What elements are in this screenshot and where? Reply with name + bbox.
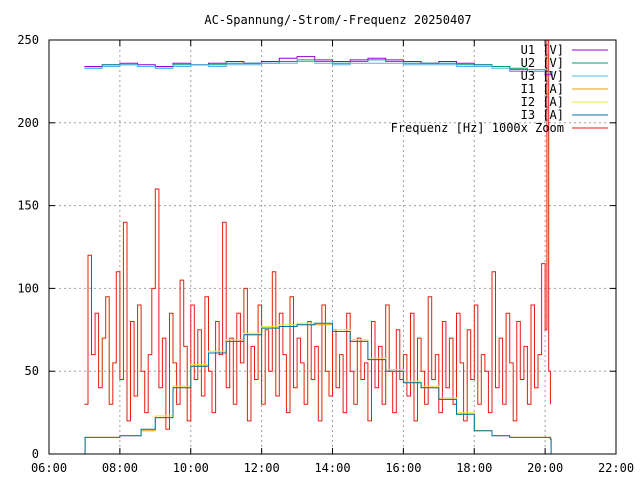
legend-label: I1 [A] [521,82,564,96]
legend-label: I3 [A] [521,108,564,122]
y-tick-label: 0 [32,447,39,461]
y-tick-label: 100 [17,281,39,295]
x-tick-label: 16:00 [385,461,421,475]
y-tick-label: 150 [17,199,39,213]
x-tick-label: 18:00 [456,461,492,475]
tick-labels: 0 50 100 150 200 250 06:00 08:00 10:00 12:00 14:00… [17,33,634,475]
axes [48,39,617,455]
x-tick-label: 10:00 [173,461,209,475]
legend: U1 [V]U2 [V]U3 [V]I1 [A]I2 [A]I3 [A]Freq… [391,43,608,135]
legend-label: U1 [V] [521,43,564,57]
legend-label: Frequenz [Hz] 1000x Zoom [391,121,564,135]
x-tick-label: 06:00 [31,461,67,475]
series-lines [84,39,553,455]
y-tick-label: 250 [17,33,39,47]
chart-title: AC-Spannung/-Strom/-Frequenz 20250407 [204,13,471,27]
y-tick-label: 50 [25,364,39,378]
plot-border [48,39,617,455]
legend-label: U2 [V] [521,56,564,70]
y-tick-label: 200 [17,116,39,130]
series-line-5 [84,322,552,455]
x-tick-label: 14:00 [314,461,350,475]
x-tick-label: 08:00 [102,461,138,475]
x-tick-label: 22:00 [598,461,634,475]
series-line-6 [84,39,551,430]
legend-label: U3 [V] [521,69,564,83]
x-tick-label: 20:00 [527,461,563,475]
series-line-2 [84,61,553,75]
x-tick-label: 12:00 [244,461,280,475]
legend-label: I2 [A] [521,95,564,109]
